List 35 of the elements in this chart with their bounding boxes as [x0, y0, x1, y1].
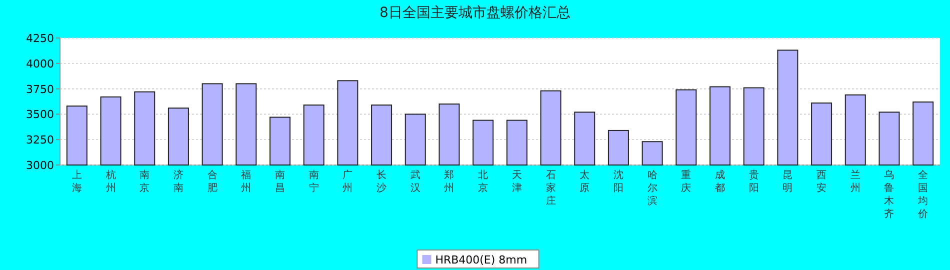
- category-label: 全国均价: [918, 170, 928, 220]
- category-label: 济南: [173, 170, 184, 194]
- category-label: 武汉: [410, 170, 420, 194]
- y-tick-label: 3500: [26, 108, 54, 122]
- category-label: 西安: [816, 170, 827, 194]
- category-label: 成都: [715, 170, 725, 194]
- category-label: 合肥: [207, 170, 218, 194]
- category-label: 长沙: [376, 170, 387, 194]
- category-label: 北京: [478, 170, 488, 194]
- category-label: 广州: [342, 170, 353, 194]
- category-label: 天津: [512, 170, 522, 194]
- category-label: 兰州: [850, 170, 860, 194]
- category-label: 石家庄: [546, 170, 556, 207]
- category-label: 贵阳: [748, 170, 759, 194]
- category-label: 乌鲁木齐: [884, 170, 894, 220]
- chart-title: 8日全国主要城市盘螺价格汇总: [380, 5, 570, 21]
- y-tick-label: 3250: [26, 134, 54, 147]
- category-label: 昆明: [782, 170, 793, 194]
- legend: HRB400(E) 8mm: [416, 250, 540, 268]
- category-label: 福州: [241, 170, 252, 194]
- category-label: 哈尔滨: [647, 170, 658, 207]
- y-tick-label: 3000: [26, 159, 54, 172]
- y-tick-label: 3750: [26, 82, 54, 96]
- category-label: 太原: [580, 170, 590, 194]
- y-tick-label: 4000: [26, 57, 54, 70]
- category-label: 南昌: [275, 170, 285, 194]
- category-label: 南宁: [308, 170, 319, 194]
- category-label: 重庆: [681, 170, 692, 194]
- category-label: 郑州: [444, 170, 454, 194]
- category-label: 杭州: [106, 170, 116, 194]
- y-tick-label: 4250: [26, 32, 54, 45]
- category-label: 上海: [72, 170, 82, 194]
- category-label: 沈阳: [613, 170, 624, 194]
- category-label: 南京: [140, 170, 150, 194]
- legend-label: HRB400(E) 8mm: [435, 254, 528, 266]
